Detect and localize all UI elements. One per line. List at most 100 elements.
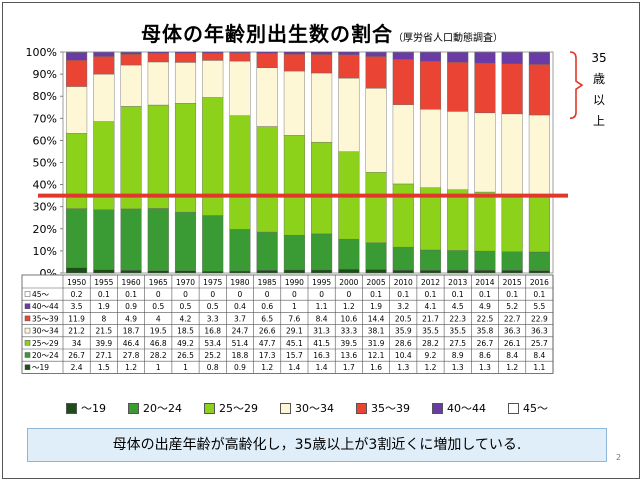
bar-segment-age_30_34	[147, 61, 169, 106]
bar-segment-age_20_24	[528, 251, 550, 271]
bar-segment-age_19	[392, 269, 414, 274]
table-cell-value: 1.4	[316, 363, 328, 372]
bar-segment-age_30_34	[283, 70, 305, 136]
chart-subtitle: （厚労省人口動態調査）	[393, 33, 503, 44]
bar-segment-age_25_29	[256, 126, 278, 233]
x-tick-label: 1960	[122, 278, 141, 287]
table-cell-value: 18.5	[177, 327, 194, 336]
bar-segment-age_30_34	[256, 67, 278, 127]
table-cell-value: 0.5	[180, 302, 192, 311]
table-cell-value: 46.4	[123, 339, 140, 348]
bar-segment-age_40_44	[338, 51, 360, 55]
bar-segment-age_19	[338, 269, 360, 274]
table-row-swatch	[24, 352, 31, 358]
bar-segment-age_35_39	[93, 56, 115, 75]
bar-segment-age_19	[93, 269, 115, 274]
legend-item-age_35_39: 35～39	[356, 400, 410, 416]
bar-segment-age_30_34	[528, 114, 550, 196]
table-cell-value: 25.7	[531, 339, 548, 348]
bar-segment-age_35_39	[311, 54, 333, 74]
table-cell-value: 35.8	[477, 327, 494, 336]
bar-segment-age_19	[66, 267, 88, 274]
bar-segment-age_35_39	[474, 62, 496, 114]
bar-segment-age_20_24	[419, 249, 442, 271]
table-cell-value: 0	[210, 290, 215, 299]
bar-segment-age_25_29	[147, 104, 169, 209]
table-cell-value: 0	[292, 290, 297, 299]
table-cell-value: 33.3	[340, 327, 357, 336]
callout-char: 以	[592, 93, 605, 107]
legend-label: 40～44	[447, 402, 486, 415]
table-row-label: 30～34	[32, 327, 59, 336]
bar-segment-age_40_44	[174, 51, 197, 54]
legend-label: 30～34	[295, 402, 334, 415]
bar-segment-age_30_34	[365, 88, 387, 173]
bar-segment-age_40_44	[93, 52, 115, 57]
table-cell-value: 1	[292, 302, 297, 311]
x-tick-label: 1975	[203, 278, 222, 287]
table-cell-value: 19.5	[150, 327, 167, 336]
bar-segment-age_30_34	[93, 73, 115, 122]
x-tick-label: 1965	[149, 278, 168, 287]
legend-item-age_40_44: 40～44	[432, 400, 486, 416]
table-cell-value: 4.5	[452, 302, 464, 311]
table-cell-value: 10.4	[395, 351, 412, 360]
table-cell-value: 31.3	[313, 327, 330, 336]
bar-segment-age_30_34	[419, 109, 442, 188]
bar-segment-age_30_34	[338, 77, 360, 152]
table-cell-value: 8.4	[506, 351, 518, 360]
table-cell-value: 0.1	[425, 290, 437, 299]
bar-segment-age_19	[256, 270, 278, 274]
bar-segment-age_25_29	[229, 115, 251, 230]
table-cell-value: 15.7	[286, 351, 303, 360]
table-cell-value: 35.5	[449, 327, 466, 336]
bar-segment-age_40_44	[229, 51, 251, 54]
y-tick-label: 10%	[33, 245, 57, 258]
bar-segment-age_35_39	[174, 52, 197, 63]
bar-segment-age_19	[174, 270, 197, 274]
table-cell-value: 16.8	[204, 327, 221, 336]
table-cell-value: 1	[156, 363, 161, 372]
bar-segment-age_20_24	[501, 251, 523, 271]
bar-segment-age_35_39	[392, 59, 414, 105]
table-row-swatch	[24, 340, 31, 346]
table-cell-value: 39.5	[340, 339, 357, 348]
bar-segment-age_20_24	[283, 234, 305, 271]
x-tick-label: 1985	[258, 278, 277, 287]
table-row-swatch	[24, 315, 31, 322]
table-cell-value: 45.1	[286, 339, 303, 348]
x-tick-label: 1970	[176, 278, 195, 287]
y-tick-label: 50%	[33, 157, 57, 170]
table-cell-value: 8.4	[316, 314, 328, 323]
bar-segment-age_19	[365, 269, 387, 274]
table-cell-value: 0	[238, 290, 243, 299]
bar-segment-age_20_24	[392, 246, 414, 271]
stacked-bar-chart: 0%10%20%30%40%50%60%70%80%90%100%1950 195…	[21, 46, 584, 374]
table-cell-value: 0	[319, 290, 324, 299]
table-cell-value: 8.9	[452, 351, 464, 360]
table-cell-value: 22.5	[477, 314, 494, 323]
x-tick-label: 1980	[230, 278, 249, 287]
table-row-label: 45～	[32, 290, 50, 299]
legend-label: 35～39	[371, 402, 410, 415]
table-cell-value: 1.2	[261, 363, 273, 372]
table-cell-value: 0.1	[479, 290, 491, 299]
table-cell-value: 0.4	[234, 302, 246, 311]
table-cell-value: 0.5	[207, 302, 219, 311]
y-tick-label: 80%	[33, 90, 57, 103]
callout-char: 歳	[592, 72, 605, 86]
chart-title: 母体の年齢別出生数の割合	[141, 22, 393, 46]
bar-segment-age_35_39	[528, 64, 550, 116]
table-cell-value: 1.7	[343, 363, 355, 372]
table-cell-value: 1.3	[452, 363, 464, 372]
table-cell-value: 0.1	[370, 290, 382, 299]
table-cell-value: 27.5	[449, 339, 466, 348]
bar-segment-age_35_39	[501, 63, 523, 115]
legend-label: 20～24	[143, 402, 182, 415]
bar-segment-age_20_24	[256, 231, 278, 271]
callout-char: 35	[591, 51, 607, 65]
table-cell-value: 38.1	[368, 327, 385, 336]
table-cell-value: 5.2	[506, 302, 518, 311]
table-cell-value: 1.1	[316, 302, 328, 311]
x-tick-label: 2010	[394, 278, 413, 287]
